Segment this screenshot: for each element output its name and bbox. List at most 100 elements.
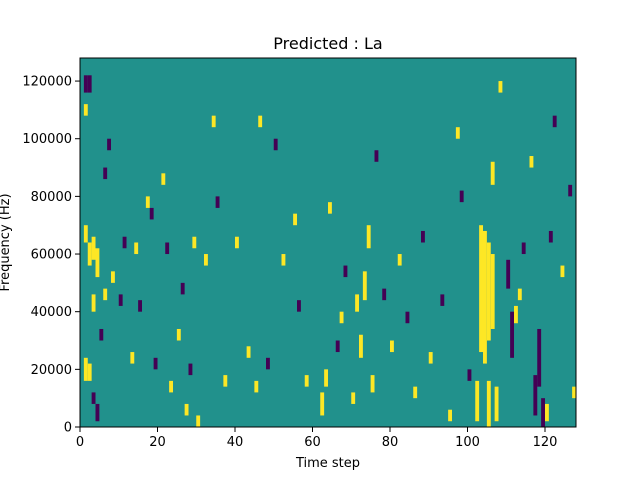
heatmap-cell (390, 340, 394, 353)
heatmap-cell (339, 311, 344, 324)
heatmap-cell (545, 403, 549, 422)
heatmap-cell (467, 369, 472, 381)
heatmap-cell (204, 254, 208, 266)
heatmap-cell (176, 328, 181, 341)
heatmap-cell (83, 104, 88, 116)
heatmap-cell (83, 75, 88, 93)
heatmap-cell (273, 138, 278, 151)
x-tick-label: 60 (304, 435, 321, 450)
heatmap-cell (498, 81, 503, 93)
heatmap-cell (297, 300, 301, 312)
heatmap-cell (107, 138, 112, 151)
heatmap-cell (145, 196, 150, 208)
plot-frame (79, 57, 577, 428)
heatmap-cell (149, 207, 154, 220)
y-tick-label: 0 (64, 421, 72, 436)
heatmap-cell (211, 115, 216, 128)
heatmap-cell (161, 173, 166, 185)
heatmap-cell (91, 294, 96, 312)
heatmap-cell (103, 288, 108, 301)
heatmap-cell (111, 271, 115, 283)
heatmap-cell (192, 236, 197, 249)
heatmap-cells (80, 58, 577, 428)
heatmap-cell (138, 300, 143, 312)
heatmap-cell (180, 282, 185, 295)
heatmap-background (80, 58, 576, 427)
heatmap-cell (541, 398, 546, 427)
heatmap-cell (130, 352, 135, 364)
heatmap-cell (510, 311, 515, 358)
heatmap-cell (266, 357, 270, 370)
heatmap-cell (324, 369, 329, 387)
heatmap-cell (188, 363, 193, 376)
heatmap-cell (374, 150, 379, 162)
heatmap-cell (568, 184, 573, 197)
heatmap-cell (91, 392, 96, 404)
x-tick-label: 0 (76, 435, 84, 450)
x-tick-label: 80 (382, 435, 399, 450)
heatmap-cell (359, 334, 363, 358)
y-tick-label: 100000 (22, 132, 72, 147)
heatmap-cell (328, 202, 332, 214)
heatmap-cell (479, 225, 484, 353)
heatmap-cell (494, 386, 499, 422)
heatmap-cell (103, 167, 108, 180)
heatmap-cell (254, 380, 259, 393)
heatmap-cell (87, 363, 92, 381)
heatmap-cell (235, 236, 239, 249)
heatmap-cell (440, 294, 445, 306)
heatmap-cell (335, 340, 340, 353)
heatmap-cell (366, 225, 371, 249)
heatmap-cell (304, 375, 309, 387)
heatmap-cell (281, 254, 286, 266)
heatmap-cell (517, 288, 522, 301)
heatmap-cell (95, 403, 100, 422)
heatmap-cell (514, 305, 518, 324)
y-axis-title: Frequency (Hz) (0, 193, 13, 291)
heatmap-cell (223, 375, 228, 387)
heatmap-cell (355, 294, 360, 312)
heatmap-cell (83, 357, 88, 381)
x-axis-title: Time step (295, 456, 360, 471)
heatmap-cell (483, 230, 487, 364)
heatmap-cell (215, 196, 220, 208)
heatmap-cell (572, 386, 577, 399)
y-tick-label: 40000 (31, 305, 72, 320)
heatmap-cell (95, 248, 100, 278)
heatmap-cell (246, 346, 251, 358)
heatmap-cell (91, 236, 96, 260)
y-tick-label: 120000 (22, 75, 72, 90)
heatmap-cell (258, 115, 263, 128)
heatmap-cell (533, 375, 538, 416)
heatmap-cell (490, 161, 495, 185)
heatmap-cell (196, 415, 201, 427)
heatmap-cell (413, 386, 418, 399)
heatmap-cell (320, 392, 325, 416)
heatmap-cell (448, 409, 453, 422)
heatmap-cell (169, 380, 174, 393)
x-tick-label: 100 (455, 435, 480, 450)
heatmap-cell (405, 311, 410, 324)
heatmap-cell (490, 254, 495, 329)
heatmap-cell (118, 294, 123, 306)
x-tick-label: 40 (227, 435, 244, 450)
heatmap-cell (397, 254, 402, 266)
heatmap-cell (486, 380, 491, 428)
heatmap-cell (153, 357, 158, 370)
x-tick-label: 120 (533, 435, 558, 450)
y-tick-label: 20000 (31, 363, 72, 378)
chart-title: Predicted : La (273, 34, 382, 53)
heatmap-cell (537, 328, 542, 387)
y-tick-label: 80000 (31, 190, 72, 205)
heatmap-cell (83, 225, 88, 243)
y-tick-label: 60000 (31, 248, 72, 263)
x-axis: 0 20 40 60 80 100 120 (76, 427, 558, 450)
heatmap-cell (521, 242, 526, 255)
heatmap-cell (362, 271, 367, 301)
heatmap-cell (548, 230, 553, 243)
heatmap-cell (529, 156, 534, 168)
heatmap-cell (560, 265, 565, 278)
heatmap-cell (421, 230, 425, 243)
heatmap-cell (293, 213, 298, 226)
